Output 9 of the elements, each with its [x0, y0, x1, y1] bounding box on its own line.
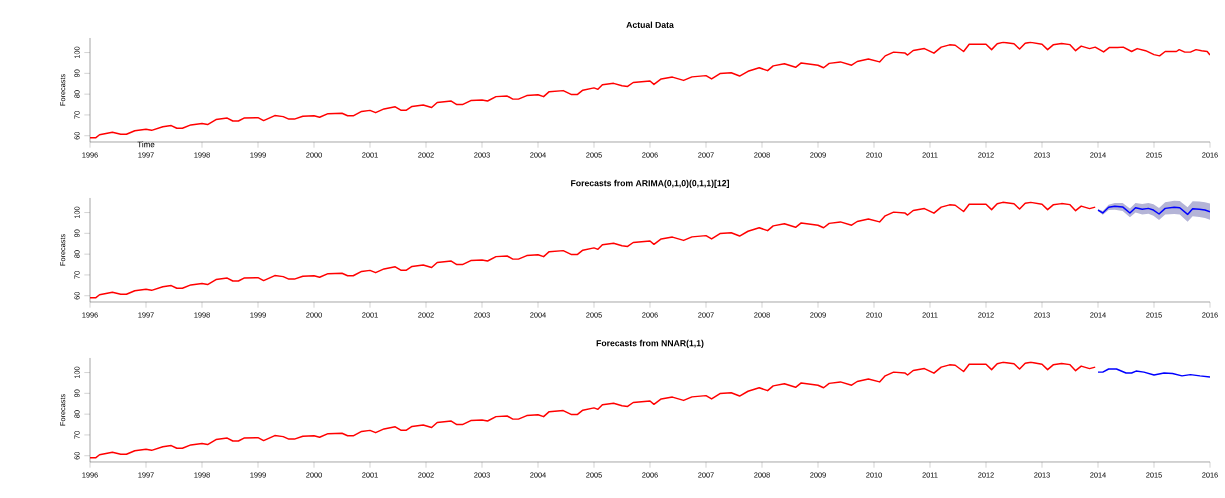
x-axis-title: Time	[137, 141, 155, 148]
chart-title: Forecasts from ARIMA(0,1,0)(0,1,1)[12]	[571, 179, 729, 188]
line-series	[90, 41, 1210, 139]
line-series	[90, 201, 1096, 299]
line-series	[1097, 205, 1210, 216]
chart-title: Actual Data	[626, 21, 674, 28]
line-series	[90, 361, 1096, 459]
chart-title: Forecasts from NNAR(1,1)	[596, 339, 704, 348]
line-series	[1097, 368, 1210, 378]
